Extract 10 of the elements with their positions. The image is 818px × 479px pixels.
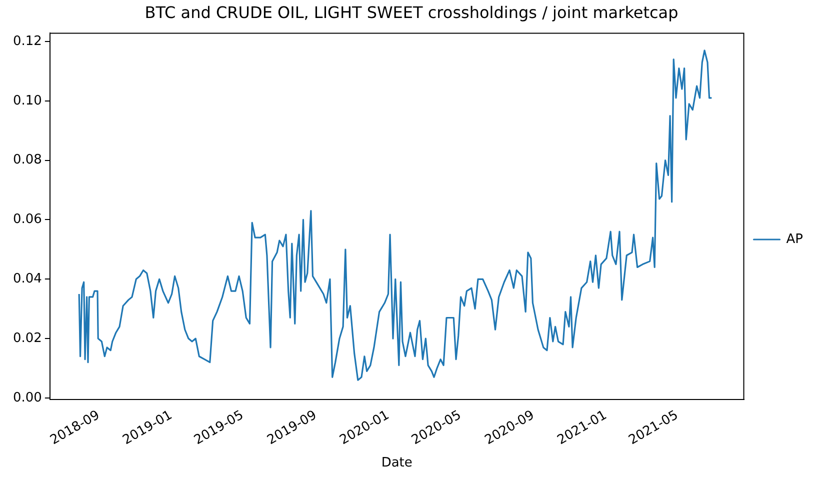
y-tick-label: 0.12 (12, 34, 42, 49)
y-tick-label: 0.00 (12, 390, 42, 406)
x-axis-title: Date (381, 456, 412, 471)
y-tick-label: 0.10 (12, 93, 42, 108)
y-tick-label: 0.04 (12, 272, 42, 287)
chart-title: BTC and CRUDE OIL, LIGHT SWEET crossholdings / joint marketcap (144, 2, 678, 22)
y-tick-label: 0.02 (12, 330, 42, 346)
y-tick-label: 0.06 (12, 212, 42, 228)
y-tick-label: 0.08 (12, 152, 42, 168)
legend-label: AP (786, 232, 804, 247)
